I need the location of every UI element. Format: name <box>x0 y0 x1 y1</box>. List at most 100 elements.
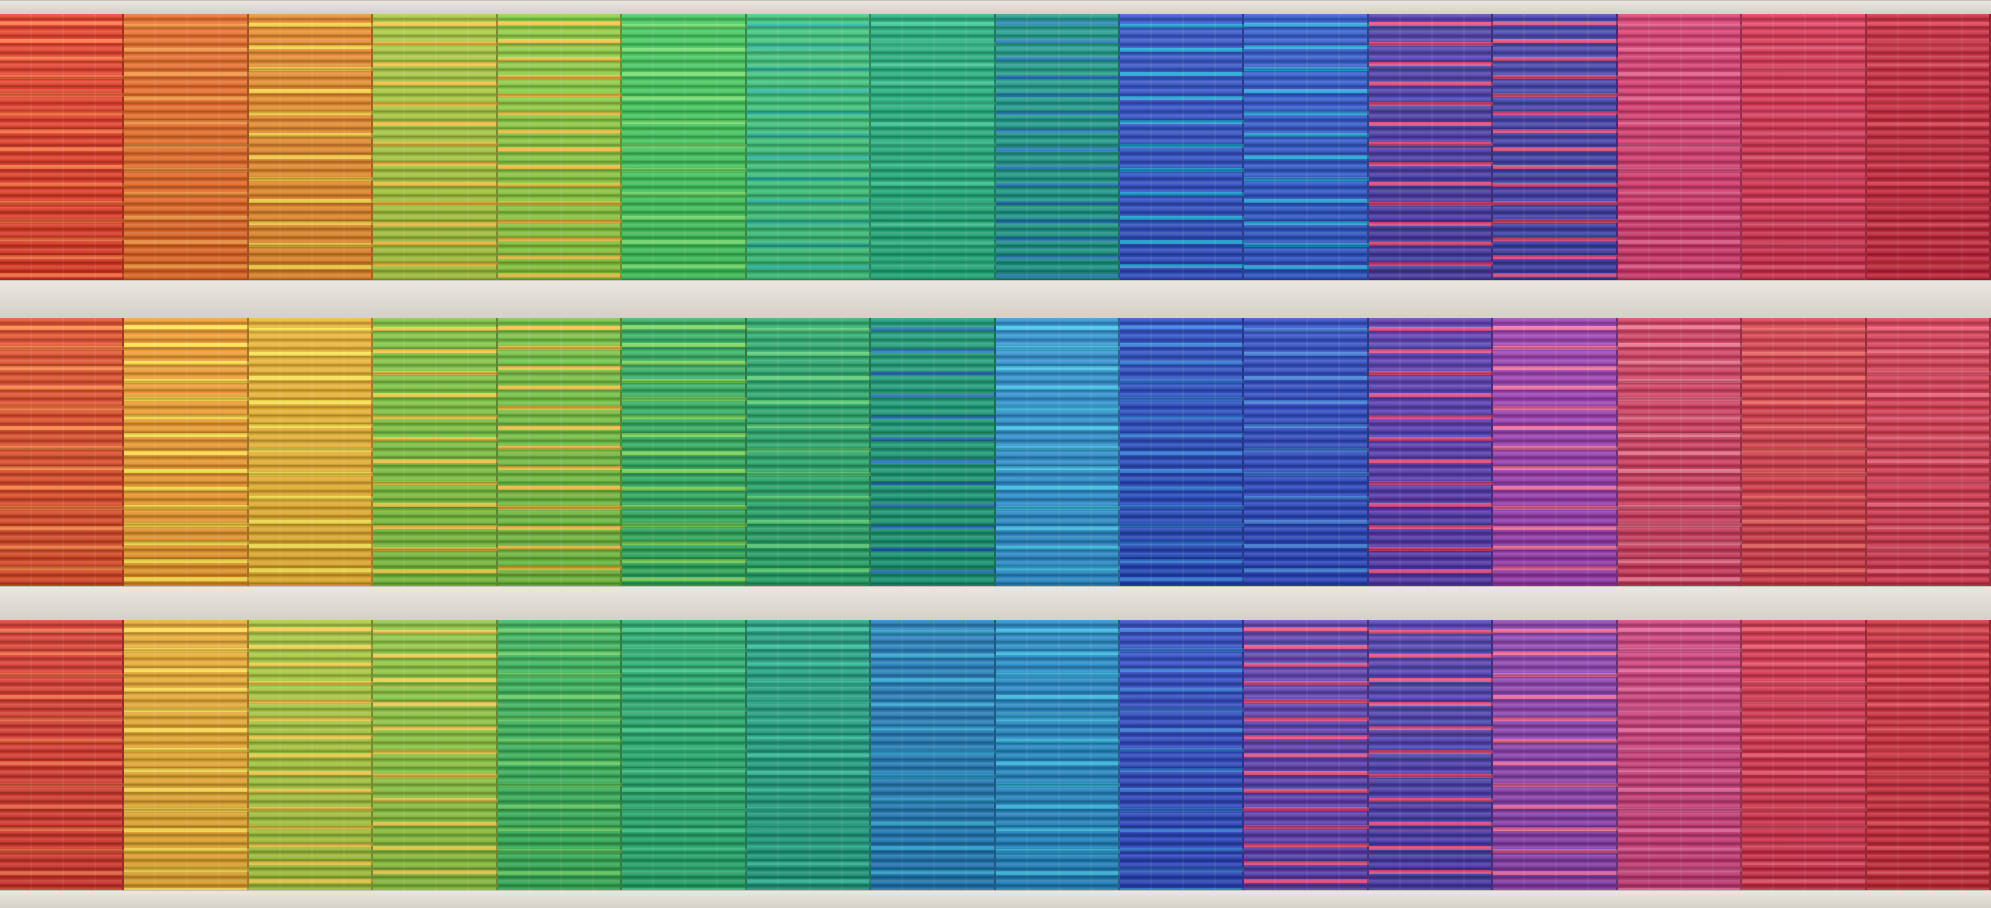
window-blind-panel <box>1493 318 1618 586</box>
window-blind-panel <box>1617 620 1743 890</box>
blind-sheen <box>373 318 496 586</box>
blind-slats <box>497 318 621 586</box>
blind-slats <box>1244 620 1367 890</box>
blind-slats <box>622 620 745 890</box>
blind-row-middle <box>0 318 1991 586</box>
blind-sheen <box>1742 620 1865 890</box>
blind-sheen <box>124 318 247 586</box>
blind-slats <box>497 14 621 280</box>
window-blind-panel <box>995 14 1120 280</box>
blind-sheen <box>1493 318 1616 586</box>
blind-sheen <box>622 14 745 280</box>
window-blind-panel <box>373 318 498 586</box>
blind-slats <box>1742 620 1865 890</box>
blind-sheen <box>1119 318 1243 586</box>
window-blind-panel <box>746 620 872 890</box>
blind-slats <box>746 14 870 280</box>
window-blind-panel <box>1244 14 1369 280</box>
blind-sheen <box>1742 318 1865 586</box>
window-blind-panel <box>497 318 623 586</box>
blind-slats <box>1368 620 1492 890</box>
blind-slats <box>124 318 247 586</box>
window-blind-panel <box>1617 318 1743 586</box>
window-blind-panel <box>622 14 747 280</box>
window-blind-panel <box>1742 14 1867 280</box>
blind-sheen <box>1617 14 1741 280</box>
window-blind-panel <box>373 620 498 890</box>
window-blind-panel <box>1742 620 1867 890</box>
blind-sheen <box>0 620 123 890</box>
blind-slats <box>497 620 621 890</box>
blind-sheen <box>497 620 621 890</box>
blind-slats <box>1617 14 1741 280</box>
window-blind-panel <box>1368 14 1494 280</box>
blind-sheen <box>1368 14 1492 280</box>
blind-sheen <box>0 318 123 586</box>
blind-sheen <box>995 620 1118 890</box>
window-blind-panel <box>1368 620 1494 890</box>
blind-slats <box>995 14 1118 280</box>
blind-sheen <box>622 318 745 586</box>
blind-slats <box>373 318 496 586</box>
blind-slats <box>248 318 372 586</box>
blind-sheen <box>1244 620 1367 890</box>
blind-slats <box>1368 14 1492 280</box>
blind-slats <box>746 318 870 586</box>
blind-sheen <box>373 14 496 280</box>
window-blind-panel <box>1617 14 1743 280</box>
window-blind-panel <box>871 14 996 280</box>
blind-slats <box>1617 620 1741 890</box>
blind-slats <box>1866 620 1989 890</box>
blind-slats <box>124 620 247 890</box>
blind-slats <box>248 14 372 280</box>
blind-slats <box>248 620 372 890</box>
blind-slats <box>1244 14 1367 280</box>
window-blind-panel <box>124 318 249 586</box>
blind-row-bottom <box>0 620 1991 890</box>
concrete-ledge <box>0 280 1991 320</box>
blind-sheen <box>622 620 745 890</box>
blind-sheen <box>1617 620 1741 890</box>
window-blind-panel <box>1244 318 1369 586</box>
blind-slats <box>1493 318 1616 586</box>
blind-sheen <box>746 620 870 890</box>
blind-slats <box>0 14 123 280</box>
blind-slats <box>746 620 870 890</box>
blind-slats <box>1742 318 1865 586</box>
blind-row-top <box>0 14 1991 280</box>
window-blind-panel <box>995 620 1120 890</box>
blind-sheen <box>1119 14 1243 280</box>
window-blind-panel <box>248 14 374 280</box>
window-blind-panel <box>124 620 249 890</box>
window-blind-panel <box>1244 620 1369 890</box>
window-blind-panel <box>1119 318 1245 586</box>
concrete-ledge <box>0 890 1991 908</box>
window-blind-panel <box>1368 318 1494 586</box>
window-blind-panel <box>1866 318 1991 586</box>
blind-sheen <box>995 318 1118 586</box>
window-blind-panel <box>1742 318 1867 586</box>
blind-slats <box>1119 14 1243 280</box>
window-blind-panel <box>871 318 996 586</box>
blind-sheen <box>1368 318 1492 586</box>
blind-sheen <box>1244 14 1367 280</box>
window-blind-panel <box>746 14 872 280</box>
window-blind-panel <box>373 14 498 280</box>
window-blind-panel <box>248 318 374 586</box>
blind-slats <box>1866 14 1989 280</box>
window-blind-panel <box>746 318 872 586</box>
blind-slats <box>373 14 496 280</box>
blind-slats <box>124 14 247 280</box>
blind-sheen <box>1119 620 1243 890</box>
blind-slats <box>373 620 496 890</box>
window-blind-panel <box>1866 14 1991 280</box>
window-blind-panel <box>1493 620 1618 890</box>
blind-sheen <box>124 14 247 280</box>
blind-sheen <box>0 14 123 280</box>
blind-slats <box>995 620 1118 890</box>
blind-slats <box>995 318 1118 586</box>
blind-sheen <box>1493 14 1616 280</box>
blind-sheen <box>373 620 496 890</box>
blind-slats <box>1617 318 1741 586</box>
blind-sheen <box>1866 620 1989 890</box>
